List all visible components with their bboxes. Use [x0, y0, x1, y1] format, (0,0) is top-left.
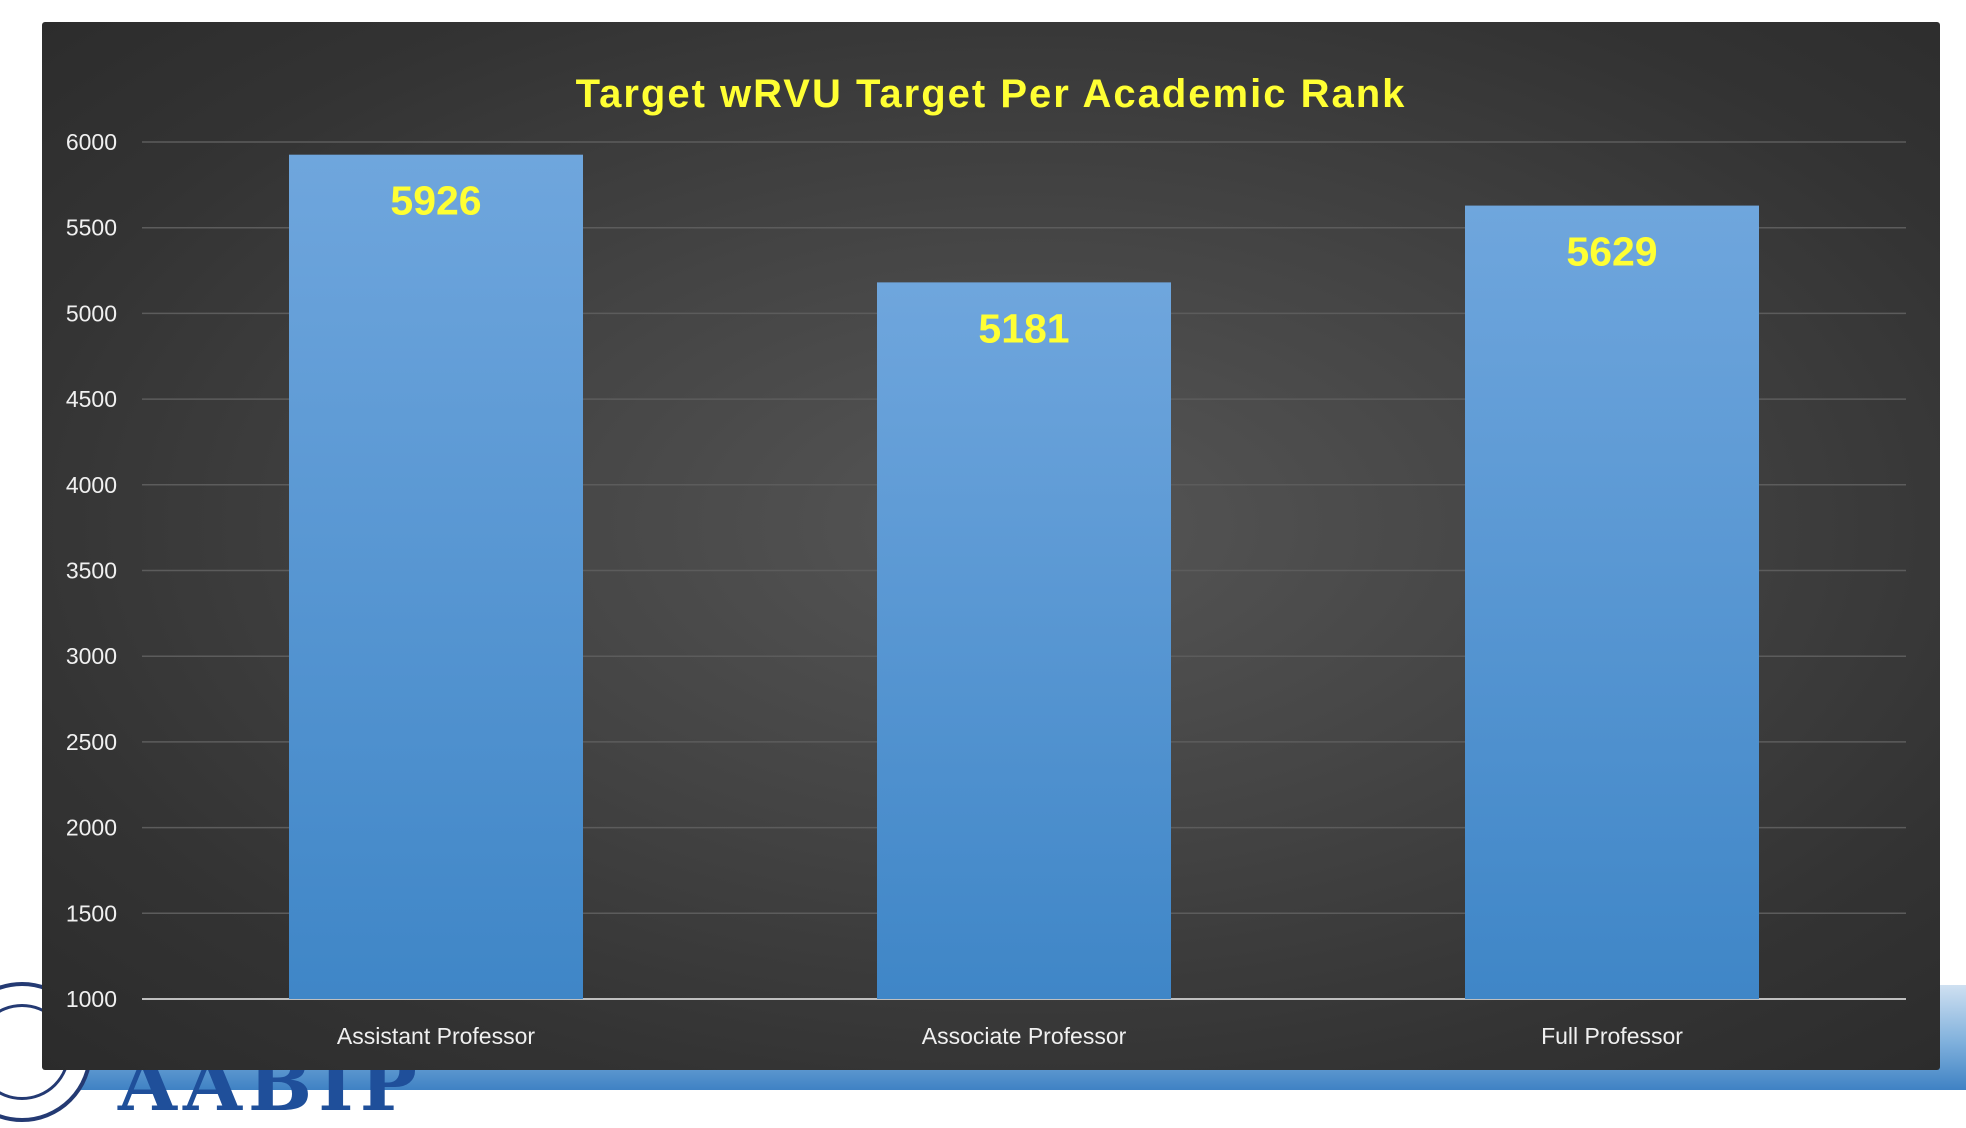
- data-label: 5926: [390, 178, 481, 224]
- data-label: 5181: [978, 305, 1069, 351]
- bars: [289, 154, 1759, 999]
- x-axis-categories: Assistant Professor Associate Professor Fu…: [337, 1023, 1683, 1049]
- category-label: Full Professor: [1541, 1023, 1683, 1049]
- bar: [289, 154, 583, 999]
- y-tick-label: 6000: [66, 129, 117, 155]
- y-tick-label: 2000: [66, 815, 117, 841]
- y-tick-label: 5000: [66, 300, 117, 326]
- y-tick-label: 3000: [66, 643, 117, 669]
- bar: [1465, 205, 1759, 999]
- y-tick-label: 1500: [66, 900, 117, 926]
- chart-panel: Target wRVU Target Per Academic Rank 100…: [42, 22, 1940, 1070]
- y-tick-label: 4500: [66, 386, 117, 412]
- bar: [877, 282, 1171, 999]
- data-labels: 5926 5181 5629: [390, 178, 1657, 352]
- category-label: Assistant Professor: [337, 1023, 535, 1049]
- bar-chart: Target wRVU Target Per Academic Rank 100…: [66, 72, 1906, 1049]
- y-tick-label: 4000: [66, 472, 117, 498]
- y-tick-label: 2500: [66, 729, 117, 755]
- y-tick-label: 5500: [66, 215, 117, 241]
- y-tick-label: 3500: [66, 558, 117, 584]
- y-axis-ticks: 1000 1500 2000 2500 3000 3500 4000 4500 5000 5500…: [66, 129, 117, 1012]
- y-tick-label: 1000: [66, 986, 117, 1012]
- chart-title: Target wRVU Target Per Academic Rank: [576, 72, 1407, 116]
- category-label: Associate Professor: [922, 1023, 1127, 1049]
- data-label: 5629: [1566, 229, 1657, 275]
